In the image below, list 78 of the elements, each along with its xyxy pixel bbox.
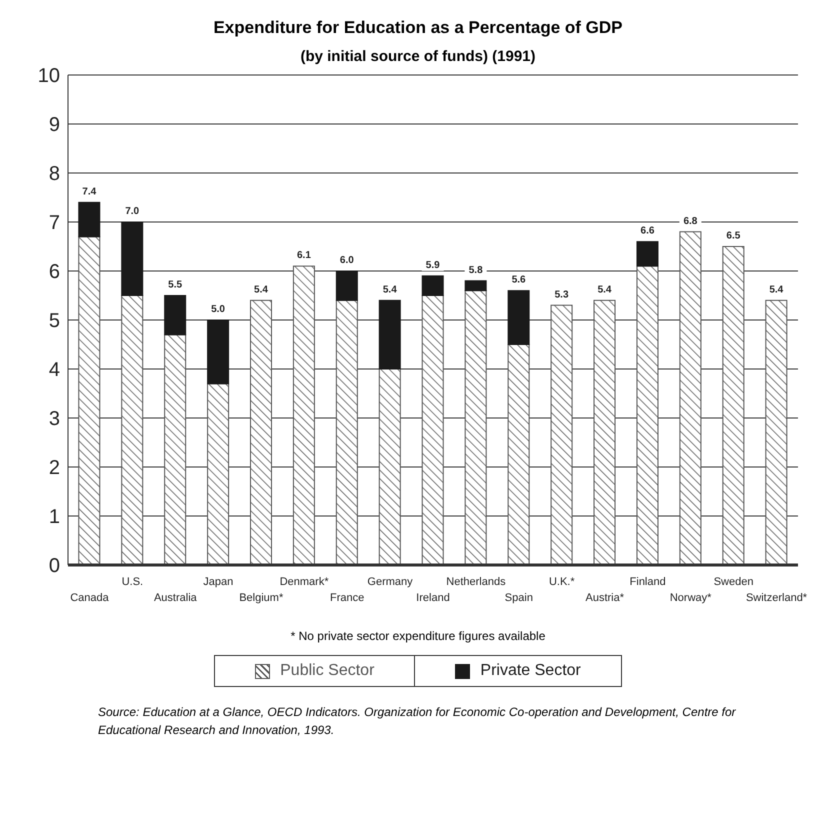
- total-label: 5.9: [426, 260, 440, 271]
- y-tick-label: 9: [48, 114, 60, 136]
- bar: [464, 290, 487, 565]
- bar: [722, 246, 744, 565]
- bar: [679, 231, 702, 565]
- source-note: Source: Education at a Glance, OECD Indicators. Organization for Economic Co-operation and Development, Centre for Educational Research and Innovation, 1993.: [97, 704, 737, 739]
- total-label: 6.8: [683, 216, 698, 227]
- total-label: 6.5: [726, 230, 741, 242]
- x-tick-label: Belgium*: [239, 592, 284, 604]
- y-tick-label: 7: [48, 212, 60, 234]
- total-label: 5.4: [254, 284, 268, 296]
- x-tick-label: Japan: [203, 576, 234, 588]
- bar: [422, 295, 444, 565]
- total-label: 7.0: [125, 206, 140, 217]
- x-tick-label: U.K.*: [548, 576, 576, 588]
- y-tick-label: 3: [48, 408, 60, 430]
- text: Public Sector: [280, 662, 374, 680]
- x-tick-label: Australia: [154, 592, 198, 604]
- bar: [636, 241, 658, 267]
- bar: [336, 300, 358, 565]
- y-tick-label: 4: [48, 359, 60, 382]
- x-tick-label: Austria*: [586, 592, 625, 604]
- x-tick-label: Switzerland*: [746, 592, 808, 604]
- bar: [121, 295, 144, 565]
- y-tick-label: 1: [48, 506, 60, 528]
- total-label: 5.4: [598, 284, 612, 296]
- total-label: 5.8: [468, 264, 484, 276]
- bar: [508, 290, 530, 345]
- text: * No private sector expenditure figures available: [290, 629, 546, 643]
- bar: [378, 368, 401, 565]
- x-tick-label: Spain: [504, 592, 533, 604]
- bar: [765, 300, 788, 565]
- x-tick-label: Canada: [70, 592, 110, 604]
- chart-title: Expenditure for Education as a Percentage of GDP: [212, 17, 624, 38]
- bar: [636, 266, 658, 565]
- y-tick-label: 5: [48, 310, 60, 332]
- bar: [508, 344, 530, 565]
- x-tick-label: Finland: [630, 576, 666, 588]
- y-tick-label: 10: [38, 65, 60, 88]
- bar: [78, 202, 100, 238]
- bar: [121, 222, 144, 296]
- chart-subtitle: (by initial source of funds) (1991): [299, 47, 537, 65]
- total-label: 5.4: [769, 284, 784, 296]
- bar: [78, 236, 100, 565]
- total-label: 5.3: [554, 289, 569, 300]
- y-tick-label: 0: [48, 555, 60, 578]
- bar: [336, 270, 358, 301]
- y-tick-label: 8: [48, 163, 60, 186]
- bar: [164, 295, 186, 336]
- total-label: 5.5: [168, 280, 183, 290]
- x-tick-label: Denmark*: [280, 576, 330, 588]
- total-label: 5.0: [211, 304, 226, 315]
- bar: [207, 320, 230, 384]
- x-tick-label: France: [330, 592, 364, 604]
- bar: [550, 304, 573, 565]
- total-label: 6.0: [340, 255, 354, 266]
- y-tick-label: 6: [48, 261, 60, 284]
- x-tick-label: Sweden: [714, 576, 754, 588]
- bar: [164, 334, 186, 565]
- x-tick-label: Ireland: [416, 592, 450, 604]
- bar: [292, 266, 315, 565]
- total-label: 5.4: [382, 284, 398, 296]
- total-label: 7.4: [82, 186, 97, 198]
- bar: [422, 275, 444, 296]
- legend-label: Private Sector: [480, 662, 581, 680]
- x-tick-label: Germany: [367, 576, 414, 588]
- total-label: 6.6: [640, 226, 655, 237]
- x-tick-label: Norway*: [670, 592, 712, 604]
- bar: [464, 280, 487, 292]
- bar: [207, 383, 230, 565]
- x-tick-label: U.S.: [122, 576, 144, 588]
- total-label: 5.6: [512, 274, 526, 286]
- bar: [378, 300, 401, 370]
- y-tick-label: 2: [48, 457, 60, 480]
- bar: [250, 300, 272, 565]
- x-tick-label: Netherlands: [446, 576, 506, 588]
- bar: [594, 300, 616, 565]
- total-label: 6.1: [296, 250, 312, 262]
